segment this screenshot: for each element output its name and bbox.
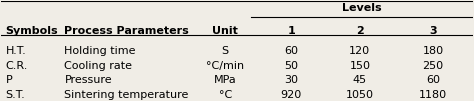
- Text: 150: 150: [349, 61, 370, 71]
- Text: 60: 60: [284, 45, 298, 56]
- Text: °C/min: °C/min: [206, 61, 244, 71]
- Text: 250: 250: [423, 61, 444, 71]
- Text: C.R.: C.R.: [5, 61, 28, 71]
- Text: 45: 45: [353, 75, 367, 85]
- Text: P: P: [5, 75, 12, 85]
- Text: Levels: Levels: [342, 3, 382, 13]
- Text: Unit: Unit: [212, 26, 238, 36]
- Text: 3: 3: [429, 26, 437, 36]
- Text: MPa: MPa: [214, 75, 237, 85]
- Text: 1: 1: [287, 26, 295, 36]
- Text: H.T.: H.T.: [5, 45, 26, 56]
- Text: 50: 50: [284, 61, 298, 71]
- Text: Sintering temperature: Sintering temperature: [64, 90, 189, 100]
- Text: 920: 920: [281, 90, 302, 100]
- Text: 180: 180: [423, 45, 444, 56]
- Text: °C: °C: [219, 90, 232, 100]
- Text: 60: 60: [426, 75, 440, 85]
- Text: Symbols: Symbols: [5, 26, 58, 36]
- Text: 30: 30: [284, 75, 298, 85]
- Text: 1180: 1180: [419, 90, 447, 100]
- Text: 1050: 1050: [346, 90, 374, 100]
- Text: Cooling rate: Cooling rate: [64, 61, 133, 71]
- Text: S.T.: S.T.: [5, 90, 25, 100]
- Text: Pressure: Pressure: [64, 75, 112, 85]
- Text: S: S: [222, 45, 229, 56]
- Text: Process Parameters: Process Parameters: [64, 26, 189, 36]
- Text: 2: 2: [356, 26, 364, 36]
- Text: 120: 120: [349, 45, 371, 56]
- Text: Holding time: Holding time: [64, 45, 136, 56]
